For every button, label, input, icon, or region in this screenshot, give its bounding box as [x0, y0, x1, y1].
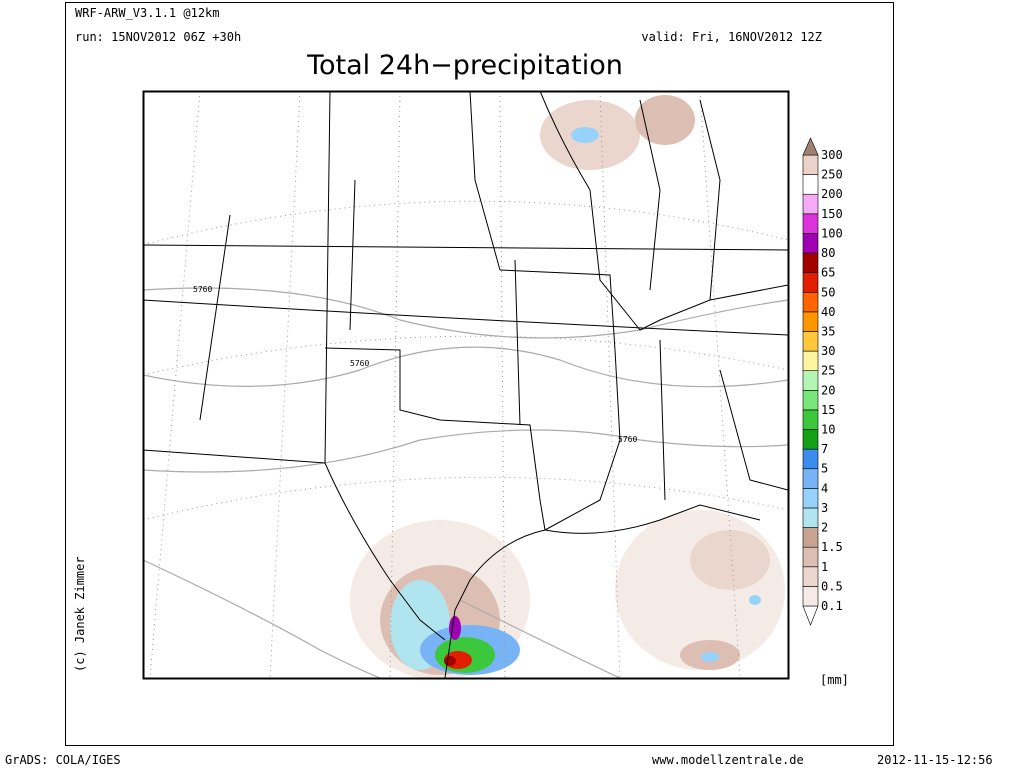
- colorbar-label: 15: [821, 403, 835, 417]
- contour-label: 5760: [350, 359, 369, 368]
- colorbar-box: [802, 233, 819, 254]
- colorbar-box: [802, 252, 819, 273]
- map: 5760 5760 5760: [143, 91, 788, 678]
- valid-label: valid: Fri, 16NOV2012 12Z: [641, 30, 822, 44]
- precip: [350, 95, 785, 678]
- contour-label: 5760: [193, 285, 212, 294]
- colorbar-box: [802, 174, 819, 195]
- colorbar-box: [802, 154, 819, 175]
- colorbar-label: 20: [821, 383, 835, 397]
- colorbar-box: [802, 488, 819, 509]
- colorbar-box: [802, 291, 819, 313]
- run-label: run: 15NOV2012 06Z +30h: [75, 30, 241, 44]
- colorbar-label: 80: [821, 246, 835, 260]
- colorbar-label: 30: [821, 344, 835, 358]
- colorbar-label: 150: [821, 207, 843, 221]
- colorbar-box: [802, 429, 819, 450]
- colorbar-box: [802, 370, 819, 391]
- colorbar-label: 5: [821, 462, 828, 476]
- colorbar-label: 40: [821, 305, 835, 319]
- colorbar-label: 200: [821, 187, 843, 201]
- credit: (c) Janek Zimmer: [73, 556, 87, 672]
- title: Total 24h−precipitation: [306, 50, 623, 81]
- colorbar-box: [802, 390, 819, 411]
- colorbar-label: 100: [821, 226, 843, 240]
- frame: [65, 2, 894, 746]
- colorbar-box: [802, 272, 819, 293]
- model-label: WRF-ARW_V3.1.1 @12km: [75, 6, 220, 20]
- colorbar-label: 35: [821, 324, 835, 338]
- colorbar-label: 1.5: [821, 540, 843, 554]
- colorbar-label: 3: [821, 501, 828, 515]
- colorbar-box: [802, 468, 819, 489]
- footer-right: 2012-11-15-12:56: [877, 753, 993, 767]
- colorbar-box: [802, 507, 819, 528]
- height-contours: [143, 287, 788, 678]
- colorbar-label: 0.5: [821, 579, 843, 593]
- colorbar-label: 250: [821, 168, 843, 182]
- colorbar-label: 2: [821, 521, 828, 535]
- colorbar-label: 7: [821, 442, 828, 456]
- unit-label: [mm]: [820, 673, 849, 687]
- map-frame: [142, 90, 790, 680]
- colorbar-box: [802, 566, 819, 587]
- colorbar-box: [802, 331, 819, 352]
- footer-center: www.modellzentrale.de: [652, 753, 804, 767]
- footer-left: GrADS: COLA/IGES: [5, 753, 121, 767]
- colorbar-label: 25: [821, 364, 835, 378]
- colorbar-box: [802, 586, 819, 607]
- colorbar-label: 65: [821, 266, 835, 280]
- colorbar-box: [802, 448, 819, 470]
- colorbar-label: 50: [821, 285, 835, 299]
- colorbar-box: [802, 213, 819, 234]
- colorbar-label: 1: [821, 560, 828, 574]
- colorbar-box: [802, 350, 819, 371]
- colorbar-box: [802, 546, 819, 568]
- colorbar: 0.1 0.5 1 1.5 2 3 4 5 7 10 15 20 25 30 35 40 50 65 80 100 15…: [802, 137, 843, 626]
- colorbar-above: [802, 137, 819, 156]
- colorbar-label: 4: [821, 481, 828, 495]
- colorbar-below: [802, 605, 819, 626]
- graticule: [143, 91, 788, 678]
- borders: [143, 91, 788, 678]
- colorbar-box: [802, 409, 819, 430]
- contour-label: 5760: [618, 435, 637, 444]
- colorbar-label: 300: [821, 148, 843, 162]
- colorbar-label: 0.1: [821, 599, 843, 613]
- colorbar-box: [802, 311, 819, 332]
- colorbar-box: [802, 527, 819, 548]
- colorbar-box: [802, 193, 819, 215]
- colorbar-label: 10: [821, 423, 835, 437]
